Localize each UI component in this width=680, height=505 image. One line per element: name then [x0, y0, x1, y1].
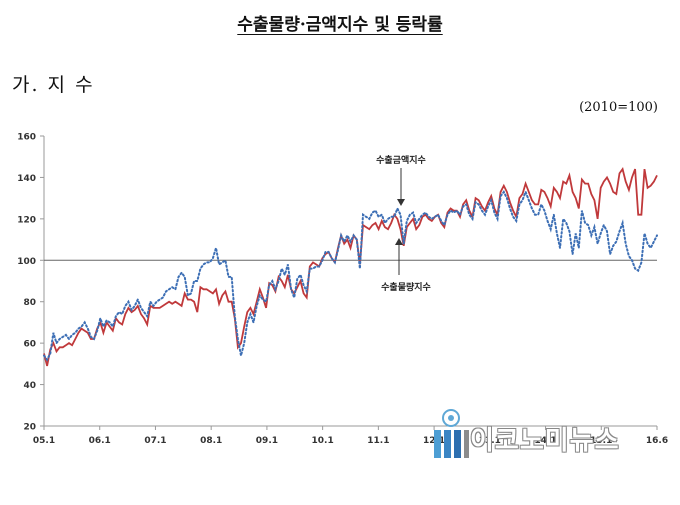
x-tick-label: 10.1 [312, 436, 334, 446]
x-tick-label: 08.1 [200, 436, 222, 446]
section-title: 가. 지 수 [12, 74, 95, 96]
x-tick-label: 13.1 [479, 436, 501, 446]
y-tick-label: 120 [17, 215, 36, 225]
watermark-logo: 이코노미뉴스 [430, 408, 640, 462]
x-tick-label: 11.1 [367, 436, 389, 446]
y-tick-label: 100 [17, 257, 36, 267]
x-tick-label: 07.1 [144, 436, 166, 446]
x-tick-label: 09.1 [256, 436, 278, 446]
series-line-value [43, 189, 658, 362]
page-title: 수출물량·금액지수 및 등락률 [237, 15, 443, 35]
x-tick-label: 14.1 [534, 436, 556, 446]
x-tick-label: 15.1 [590, 436, 612, 446]
x-tick-label: 06.1 [89, 436, 111, 446]
series-line-volume [43, 167, 658, 367]
x-axis: 05.106.107.108.109.110.111.112.113.114.1… [33, 425, 668, 446]
y-tick-label: 80 [23, 298, 36, 308]
y-tick-label: 40 [23, 381, 36, 391]
export-index-line-chart: 20 40 60 80 100 120 140 160 05.1 06.1 07.1 08.1 09.… [17, 133, 668, 447]
x-tick-label: 16.6 [646, 436, 668, 446]
annotation-value-label: 수출금액지수 [376, 154, 426, 166]
y-tick-label: 20 [23, 423, 36, 433]
base-year-note: (2010=100) [579, 100, 658, 115]
watermark-text: 이코노미뉴스 [470, 426, 620, 456]
y-tick-label: 160 [17, 133, 36, 143]
y-tick-label: 140 [17, 174, 36, 184]
annotation-value-arrowhead [397, 199, 405, 206]
annotation-volume-label: 수출물량지수 [381, 281, 431, 293]
series-lines [43, 167, 658, 367]
y-tick-label: 60 [23, 340, 36, 350]
annotation-volume-arrowhead [395, 238, 403, 245]
watermark-icon [434, 409, 469, 458]
x-tick-label: 05.1 [33, 436, 55, 446]
y-axis: 20 40 60 80 100 120 140 160 [17, 133, 657, 433]
